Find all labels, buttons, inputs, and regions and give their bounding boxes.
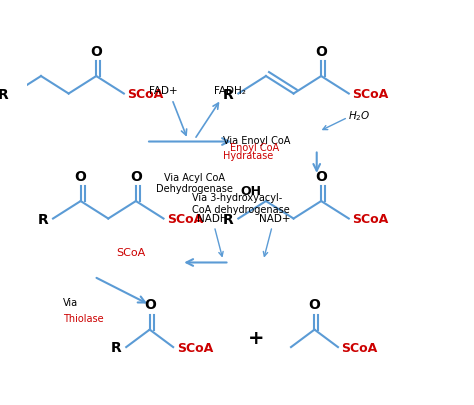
Text: Via Enoyl CoA: Via Enoyl CoA [223,136,291,146]
Text: O: O [309,298,320,311]
Text: SCoA: SCoA [116,248,146,258]
Text: OH: OH [240,185,262,198]
Text: O: O [130,169,142,183]
Text: R: R [223,87,234,101]
Text: R: R [111,340,122,354]
Text: FADH₂: FADH₂ [214,86,246,96]
Text: SCoA: SCoA [352,88,389,101]
Text: +: + [248,328,265,347]
Text: R: R [38,212,48,226]
Text: Via 3-hydroxyacyl-
CoA dehydrogenase: Via 3-hydroxyacyl- CoA dehydrogenase [192,192,290,214]
Text: O: O [75,169,87,183]
Text: SCoA: SCoA [342,341,378,354]
Text: O: O [144,298,155,311]
Text: R: R [223,212,234,226]
Text: $H_2O$: $H_2O$ [348,109,370,123]
Text: SCoA: SCoA [352,213,389,226]
Text: NADH: NADH [197,213,228,224]
Text: SCoA: SCoA [128,88,164,101]
Text: Via Acyl CoA
Dehydrogenase: Via Acyl CoA Dehydrogenase [156,173,233,194]
Text: Hydratase: Hydratase [223,151,273,161]
Text: FAD+: FAD+ [149,86,177,96]
Text: Thiolase: Thiolase [63,313,103,323]
Text: O: O [315,45,327,59]
Text: NAD+: NAD+ [259,213,290,224]
Text: SCoA: SCoA [167,213,203,226]
Text: O: O [91,45,102,59]
Text: Enoyl CoA: Enoyl CoA [230,143,280,153]
Text: O: O [315,169,327,183]
Text: R: R [0,87,9,101]
Text: Via: Via [63,297,78,307]
Text: SCoA: SCoA [177,341,213,354]
